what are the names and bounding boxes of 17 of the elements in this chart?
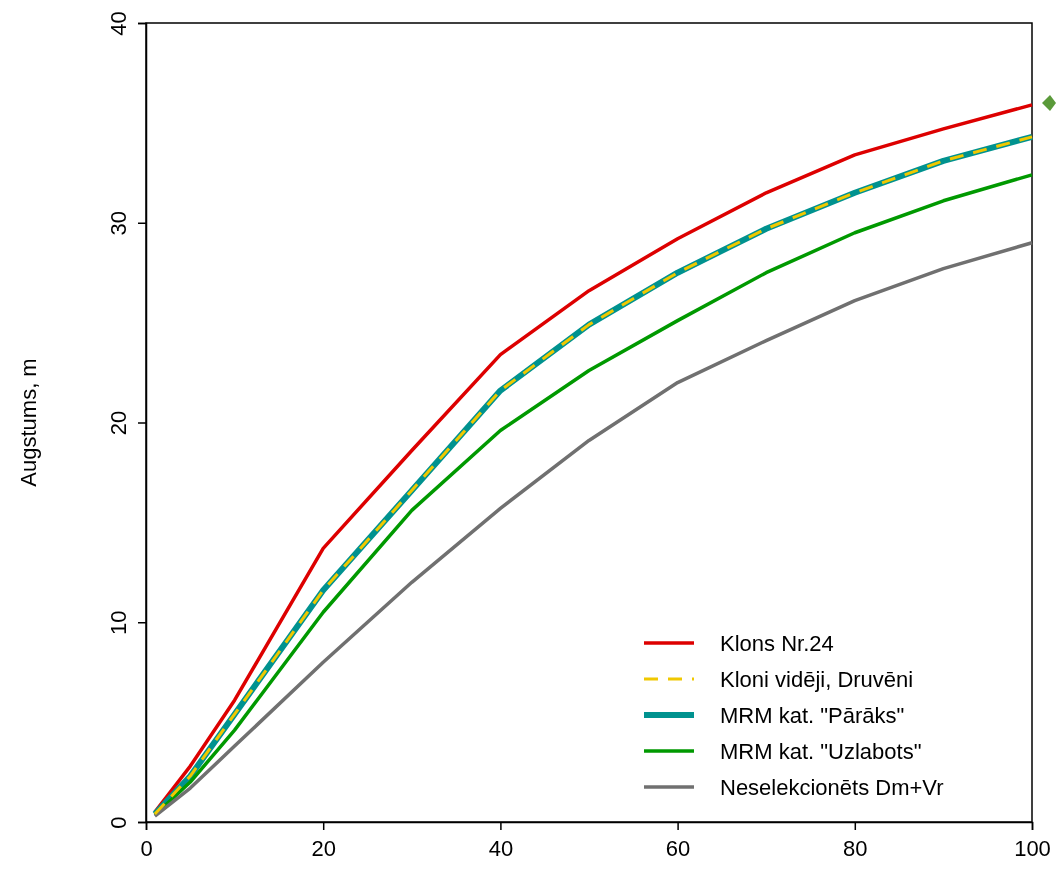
y-tick-label: 20 [106,410,131,436]
legend-label: Klons Nr.24 [720,631,834,656]
legend-label: Neselekcionēts Dm+Vr [720,775,944,800]
x-tick-label: 0 [140,835,153,861]
legend-label: MRM kat. "Pārāks" [720,703,905,728]
legend-label: MRM kat. "Uzlabots" [720,739,922,764]
y-tick-label: 0 [106,816,131,829]
x-tick-label: 40 [488,835,514,861]
x-tick-label: 20 [311,835,336,861]
x-tick-label: 100 [1014,835,1051,861]
y-tick-label: 40 [106,11,131,36]
legend-label: Kloni vidēji, Druvēni [720,667,914,692]
y-tick-label: 10 [106,610,131,635]
y-axis-title: Augstums, m [16,358,41,487]
x-tick-label: 60 [665,835,691,861]
y-tick-label: 30 [106,211,131,236]
x-tick-label: 80 [843,835,868,861]
